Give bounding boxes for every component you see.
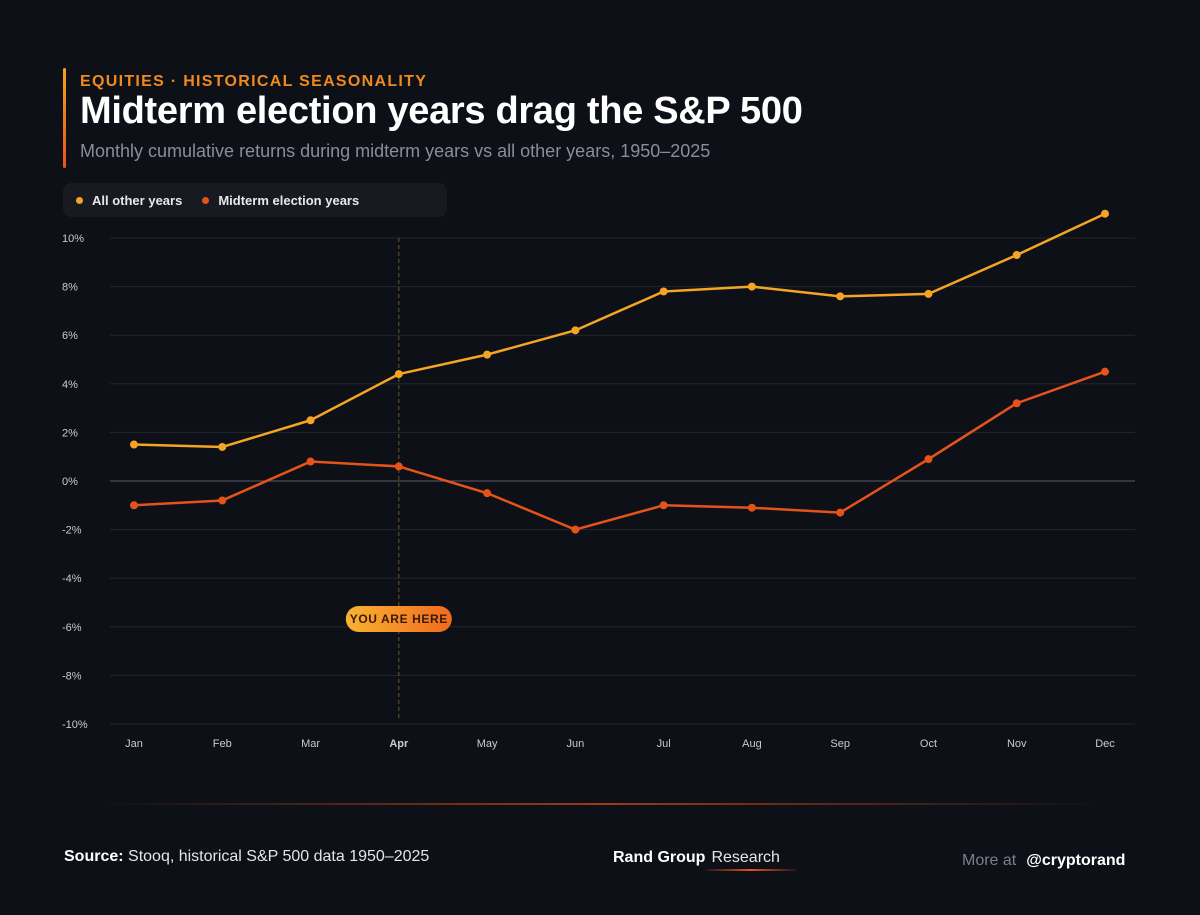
series-other-years-point	[747, 282, 756, 291]
annotation-layer: YOU ARE HERE	[345, 606, 452, 632]
y-axis-labels: 10% 8% 6% 4% 2% 0% -2% -4% -6% -8% -10%	[62, 233, 88, 731]
series-layer	[130, 209, 1109, 534]
more-at: More at @cryptorand	[962, 852, 1125, 870]
series-other-years-point	[483, 350, 492, 359]
x-tick-label: Nov	[1007, 738, 1027, 750]
series-other-years-point	[1101, 209, 1109, 218]
y-tick-label: 6%	[62, 330, 78, 342]
y-tick-label: 10%	[62, 233, 84, 245]
brand-name: Rand Group	[613, 849, 706, 866]
series-other-years-point	[924, 289, 933, 298]
series-midterm-years-point	[1101, 367, 1109, 376]
legend-item-other-years[interactable]: All other years	[76, 193, 182, 208]
x-tick-label: Aug	[742, 738, 762, 750]
legend-label-midterm-years: Midterm election years	[218, 192, 360, 208]
page-subtitle: Monthly cumulative returns during midter…	[80, 141, 711, 161]
x-tick-label: Feb	[213, 738, 232, 750]
series-other-years-point	[659, 287, 668, 296]
series-midterm-years-point	[924, 455, 933, 464]
social-handle-link[interactable]: @cryptorand	[1026, 852, 1126, 869]
series-midterm-years-point	[571, 525, 580, 534]
brand-logo: Rand Group Research	[613, 849, 780, 867]
brand-underline	[706, 869, 796, 871]
x-tick-label: Oct	[920, 738, 937, 750]
legend-label-other-years: All other years	[92, 192, 183, 208]
kicker-label: EQUITIES · HISTORICAL SEASONALITY	[80, 73, 428, 90]
y-tick-label: 8%	[62, 282, 78, 294]
you-are-here-label: YOU ARE HERE	[350, 612, 448, 626]
series-midterm-years-point	[218, 496, 227, 505]
source-text: Stooq, historical S&P 500 data 1950–2025	[123, 848, 430, 865]
x-tick-label: Jul	[657, 738, 671, 750]
x-tick-label: May	[477, 738, 498, 750]
legend-dot-midterm-years-icon	[202, 196, 210, 204]
series-other-years-point	[1012, 251, 1021, 260]
series-other-years-line	[132, 212, 1107, 449]
y-tick-label: -8%	[62, 670, 82, 682]
more-label: More at	[962, 852, 1017, 869]
header-accent-bar	[63, 68, 66, 168]
x-tick-label: Mar	[301, 738, 320, 750]
x-tick-label: Apr	[389, 738, 409, 750]
source-note: Source: Stooq, historical S&P 500 data 1…	[64, 848, 429, 866]
series-other-years-point	[836, 292, 845, 301]
footer-divider	[100, 803, 1105, 805]
y-tick-label: -6%	[62, 622, 82, 634]
series-midterm-years-point	[130, 501, 138, 510]
series-other-years-point	[394, 370, 403, 379]
y-tick-label: 4%	[62, 379, 78, 391]
series-midterm-years-line	[132, 370, 1107, 531]
you-are-here-pill	[345, 606, 452, 632]
brand-subname: Research	[711, 849, 780, 866]
series-other-years-point	[130, 440, 138, 449]
series-other-years-point	[218, 442, 227, 451]
source-label: Source:	[64, 848, 124, 865]
page-title: Midterm election years drag the S&P 500	[80, 90, 803, 132]
x-tick-label: Jun	[566, 738, 584, 750]
series-other-years-point	[571, 326, 580, 335]
series-midterm-years-point	[483, 489, 492, 498]
series-midterm-years-point	[836, 508, 845, 517]
x-tick-label: Jan	[125, 738, 143, 750]
series-midterm-years-point	[659, 501, 668, 510]
x-axis-labels: Jan Feb Mar Apr May Jun Jul Aug Sep Oct Nov Dec	[125, 738, 1115, 750]
y-tick-label: -2%	[62, 525, 82, 537]
series-midterm-years-point	[1012, 399, 1021, 408]
y-tick-label: -10%	[62, 719, 88, 731]
y-tick-label: 2%	[62, 427, 78, 439]
legend-item-midterm-years[interactable]: Midterm election years	[202, 193, 359, 208]
grid-layer	[110, 237, 1135, 725]
chart-legend: All other years Midterm election years	[63, 183, 447, 217]
y-tick-label: 0%	[62, 476, 78, 488]
x-tick-label: Dec	[1095, 738, 1115, 750]
series-midterm-years-point	[306, 457, 315, 466]
series-midterm-years-point	[394, 462, 403, 471]
y-tick-label: -4%	[62, 573, 82, 585]
x-tick-label: Sep	[830, 738, 850, 750]
series-other-years-point	[306, 416, 315, 425]
series-midterm-years-point	[747, 503, 756, 512]
legend-dot-other-years-icon	[76, 196, 83, 204]
